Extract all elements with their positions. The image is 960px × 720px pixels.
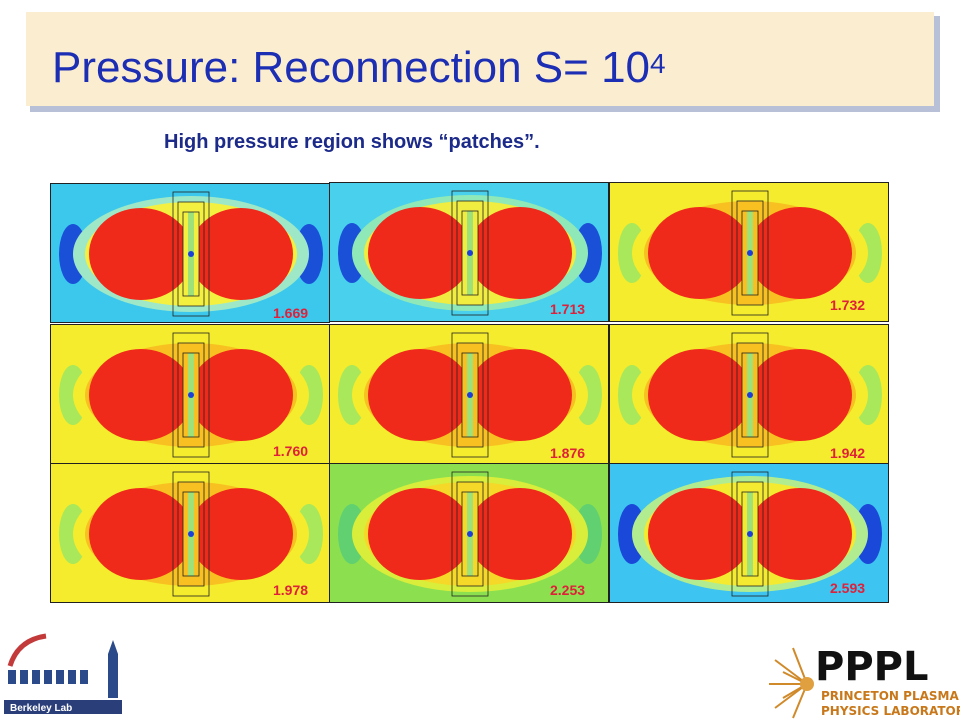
panel-time-label: 1.713 xyxy=(550,301,586,317)
logo-tower-roof xyxy=(108,640,118,654)
pressure-lobe-left xyxy=(89,208,193,300)
pressure-panel: 1.669 xyxy=(50,183,330,323)
refinement-box xyxy=(177,201,205,307)
pressure-contour-plot xyxy=(330,183,608,321)
pressure-lobe-left xyxy=(648,488,752,580)
slide-title: Pressure: Reconnection S= 104 xyxy=(52,42,666,94)
panel-time-label: 1.669 xyxy=(273,305,309,321)
title-banner xyxy=(24,10,934,106)
pressure-lobe-right xyxy=(189,208,293,300)
refinement-box xyxy=(461,352,479,438)
pressure-contour-plot xyxy=(330,325,608,463)
pressure-lobe-right xyxy=(189,488,293,580)
pressure-lobe-right xyxy=(468,349,572,441)
pressure-panel: 1.942 xyxy=(609,324,889,464)
pressure-lobe-left xyxy=(89,349,193,441)
x-point-marker xyxy=(188,392,194,398)
refinement-box xyxy=(461,491,479,577)
refinement-box xyxy=(177,342,205,448)
logo-arc xyxy=(7,633,47,667)
panel-time-label: 1.876 xyxy=(550,445,586,461)
panel-time-label: 1.978 xyxy=(273,582,309,598)
refinement-box xyxy=(736,481,764,587)
pressure-lobe-left xyxy=(368,488,472,580)
x-point-marker xyxy=(188,531,194,537)
logo-sun xyxy=(800,677,814,691)
pressure-panel: 1.732 xyxy=(609,182,889,322)
refinement-box xyxy=(731,190,769,316)
logo-line1: PRINCETON PLASMA xyxy=(821,689,959,703)
refinement-box xyxy=(741,210,759,296)
pressure-panel: 1.760 xyxy=(50,324,330,464)
logo-tower xyxy=(108,654,118,698)
logo-line2: PHYSICS LABORATORY xyxy=(821,704,960,718)
pressure-lobe-left xyxy=(368,207,472,299)
pressure-contour-plot xyxy=(610,183,888,321)
pressure-contour-plot xyxy=(610,464,888,602)
refinement-box xyxy=(182,211,200,297)
refinement-box xyxy=(731,471,769,597)
refinement-box xyxy=(182,352,200,438)
logo-pppl-text: PPPL xyxy=(815,644,928,690)
pressure-lobe-left xyxy=(648,349,752,441)
title-exponent: 4 xyxy=(650,48,666,79)
refinement-box xyxy=(731,332,769,458)
pressure-panel: 2.253 xyxy=(329,463,609,603)
pressure-contour-plot xyxy=(610,325,888,463)
refinement-box xyxy=(451,332,489,458)
refinement-box xyxy=(741,352,759,438)
pressure-contour-plot xyxy=(51,325,329,463)
pppl-logo: PPPL PRINCETON PLASMA PHYSICS LABORATORY xyxy=(769,644,960,719)
refinement-box xyxy=(456,342,484,448)
refinement-box xyxy=(741,491,759,577)
x-point-marker xyxy=(747,531,753,537)
pressure-panel: 2.593 xyxy=(609,463,889,603)
pressure-contour-plot xyxy=(330,464,608,602)
refinement-box xyxy=(456,481,484,587)
pressure-panel: 1.876 xyxy=(329,324,609,464)
pressure-lobe-right xyxy=(189,349,293,441)
pressure-lobe-right xyxy=(748,349,852,441)
refinement-box xyxy=(451,190,489,316)
refinement-box xyxy=(461,210,479,296)
panel-time-label: 1.760 xyxy=(273,443,309,459)
pressure-lobe-right xyxy=(748,207,852,299)
refinement-box xyxy=(736,200,764,306)
logo-arches xyxy=(8,670,88,684)
x-point-marker xyxy=(467,531,473,537)
refinement-box xyxy=(736,342,764,448)
pressure-lobe-left xyxy=(648,207,752,299)
refinement-box xyxy=(172,471,210,597)
pressure-lobe-right xyxy=(468,207,572,299)
title-main: Pressure: Reconnection S= 10 xyxy=(52,43,651,92)
x-point-marker xyxy=(467,392,473,398)
pressure-lobe-left xyxy=(89,488,193,580)
x-point-marker xyxy=(467,250,473,256)
panel-time-label: 2.253 xyxy=(550,582,586,598)
refinement-box xyxy=(451,471,489,597)
x-point-marker xyxy=(747,250,753,256)
refinement-box xyxy=(456,200,484,306)
logo-text: Berkeley Lab xyxy=(10,703,72,714)
panel-time-label: 1.732 xyxy=(830,297,866,313)
pressure-panel: 1.978 xyxy=(50,463,330,603)
pressure-panel: 1.713 xyxy=(329,182,609,322)
refinement-box xyxy=(182,491,200,577)
slide-subtitle: High pressure region shows “patches”. xyxy=(164,131,540,153)
pressure-lobe-left xyxy=(368,349,472,441)
pressure-lobe-right xyxy=(468,488,572,580)
pressure-contour-plot xyxy=(51,464,329,602)
x-point-marker xyxy=(188,251,194,257)
refinement-box xyxy=(172,332,210,458)
panel-time-label: 2.593 xyxy=(830,580,866,596)
refinement-box xyxy=(177,481,205,587)
logo-bar xyxy=(4,700,122,714)
pressure-contour-plot xyxy=(51,184,329,322)
pressure-lobe-right xyxy=(748,488,852,580)
x-point-marker xyxy=(747,392,753,398)
refinement-box xyxy=(172,191,210,317)
berkeley-lab-logo: Berkeley Lab xyxy=(4,633,122,714)
panel-time-label: 1.942 xyxy=(830,445,866,461)
